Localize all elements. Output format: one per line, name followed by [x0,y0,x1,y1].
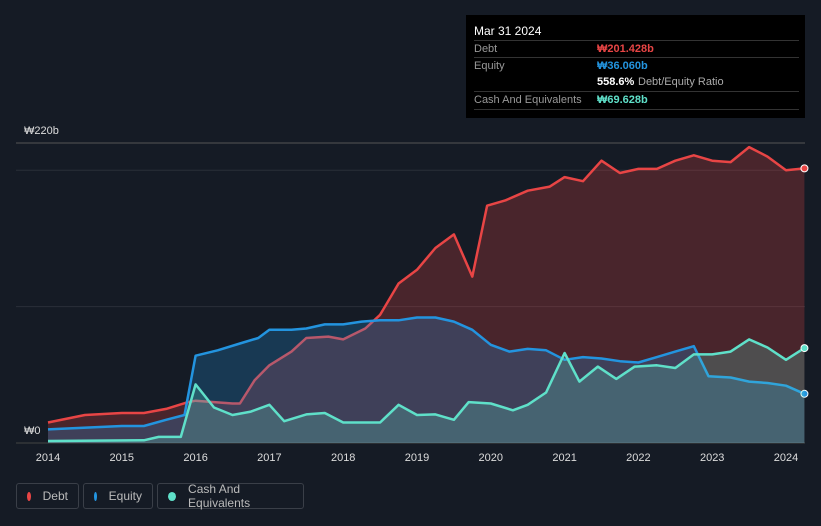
x-tick-label: 2024 [774,452,798,464]
x-tick-label: 2017 [257,452,281,464]
equity-dot-icon [94,491,97,501]
legend-cash[interactable]: Cash And Equivalents [157,482,304,510]
x-tick-label: 2021 [552,452,576,464]
tooltip-cash-label: Cash And Equivalents [474,94,582,106]
x-tick-label: 2023 [700,452,724,464]
x-tick-label: 2022 [626,452,650,464]
tooltip-ratio-label: Debt/Equity Ratio [638,76,724,88]
x-tick-label: 2015 [110,452,134,464]
cash-dot-icon [168,491,177,501]
equity-area [48,317,805,443]
debt-area [48,147,805,443]
legend-equity-label: Equity [108,489,142,503]
y-tick-max: ₩220b [24,125,59,137]
tooltip: Mar 31 2024 Debt ₩201.428b Equity ₩36.060b… [466,15,805,118]
cash-and-equivalents-end-marker [800,344,809,353]
x-tick-label: 2019 [405,452,429,464]
legend-cash-label: Cash And Equivalents [188,482,251,510]
equity-line [47,316,805,431]
tooltip-debt-value: ₩201.428b [597,43,654,55]
tooltip-equity-label: Equity [474,60,505,72]
debt-line [47,145,805,424]
debt-dot-icon [27,491,31,501]
tooltip-equity-value: ₩36.060b [597,60,648,72]
tooltip-ratio-value: 558.6% [597,76,635,88]
legend-debt[interactable]: Debt [16,483,79,509]
legend-equity[interactable]: Equity [83,483,153,509]
cash-and-equivalents-line [47,338,806,443]
equity-end-marker [800,389,809,398]
tooltip-debt-label: Debt [474,43,498,55]
debt-end-marker [800,164,809,173]
x-tick-label: 2014 [36,452,60,464]
tooltip-cash-value: ₩69.628b [597,94,648,106]
x-tick-label: 2020 [479,452,503,464]
legend-debt-label: Debt [42,489,68,503]
cash-and-equivalents-area [48,339,805,443]
y-tick-zero: ₩0 [24,425,41,437]
tooltip-date: Mar 31 2024 [474,24,542,38]
x-tick-label: 2016 [183,452,207,464]
x-tick-label: 2018 [331,452,355,464]
